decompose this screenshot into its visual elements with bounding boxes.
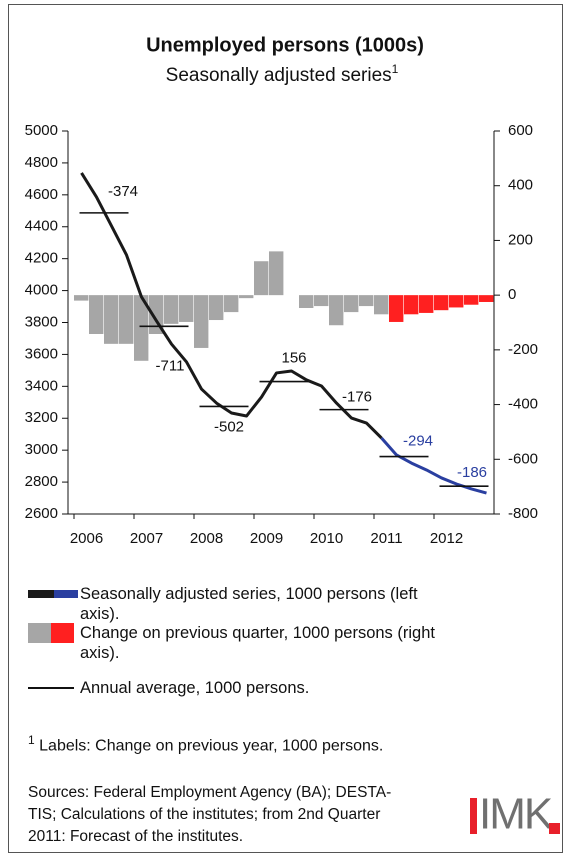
bar — [389, 295, 404, 322]
bar — [464, 295, 479, 305]
x-tick-label: 2009 — [250, 530, 283, 547]
sources-line: Sources: Federal Employment Agency (BA);… — [28, 784, 392, 801]
logo-square — [549, 823, 560, 834]
footnote-text: Labels: Change on previous year, 1000 pe… — [39, 737, 384, 755]
y2-tick-label: -400 — [508, 396, 538, 413]
y2-tick-label: -800 — [508, 505, 538, 522]
chart-title: Unemployed persons (1000s) — [146, 34, 424, 56]
change-label: -186 — [457, 464, 487, 481]
y-tick-label: 4600 — [25, 186, 58, 203]
legend-entry: Annual average, 1000 persons. — [80, 679, 310, 697]
legend-swatch — [54, 590, 78, 598]
y2-tick-label: -200 — [508, 341, 538, 358]
change-label: -711 — [156, 357, 185, 374]
change-label: -374 — [108, 183, 138, 200]
y2-tick-label: 200 — [508, 231, 533, 248]
x-tick-label: 2011 — [370, 530, 402, 547]
bar — [449, 295, 464, 308]
subtitle-text: Seasonally adjusted series — [166, 65, 392, 86]
legend-swatch — [28, 623, 51, 643]
sources: Sources: Federal Employment Agency (BA);… — [28, 782, 391, 848]
y-tick-label: 4200 — [25, 250, 58, 267]
bar — [194, 295, 209, 348]
bar — [74, 295, 89, 301]
bar — [299, 295, 314, 309]
legend-swatch — [28, 590, 54, 598]
y-tick-label: 5000 — [25, 122, 58, 139]
change-label: -176 — [342, 389, 372, 406]
bar — [134, 295, 149, 361]
legend-entry: Seasonally adjusted series, 1000 persons… — [80, 585, 418, 623]
subtitle-note-mark: 1 — [392, 62, 399, 76]
y2-tick-label: 600 — [508, 122, 533, 139]
chart-subtitle: Seasonally adjusted series1 — [166, 62, 399, 86]
bar — [179, 295, 194, 322]
footnote: 1 Labels: Change on previous year, 1000 … — [28, 729, 383, 757]
legend-entry: Change on previous quarter, 1000 persons… — [80, 624, 435, 662]
frame — [8, 4, 563, 853]
y-tick-label: 3600 — [25, 345, 58, 362]
bar — [119, 295, 134, 344]
y-tick-label: 4800 — [25, 154, 58, 171]
bar — [314, 295, 329, 307]
line — [80, 172, 383, 440]
bar — [359, 295, 374, 307]
bar — [224, 295, 239, 313]
y-tick-label: 4000 — [25, 282, 58, 299]
bar — [479, 295, 494, 302]
sources-line: 2011: Forecast of the institutes. — [28, 828, 244, 845]
bar — [89, 295, 104, 334]
y-tick-label: 4400 — [25, 218, 58, 235]
change-label: -502 — [214, 418, 244, 435]
bar — [404, 295, 419, 315]
plot: 2600280030003200340036003800400042004400… — [25, 122, 538, 547]
footnote-mark: 1 — [28, 733, 35, 747]
x-tick-label: 2012 — [430, 530, 463, 547]
logo-bar — [470, 798, 477, 834]
bar — [329, 295, 344, 326]
bar — [419, 295, 434, 313]
bar — [344, 295, 359, 313]
legend-swatch — [51, 623, 74, 643]
x-tick-label: 2010 — [310, 530, 343, 547]
y2-tick-label: 400 — [508, 177, 533, 194]
y-tick-label: 3800 — [25, 313, 58, 330]
change-label: 156 — [281, 350, 306, 367]
y-tick-label: 2600 — [25, 505, 58, 522]
x-tick-label: 2008 — [190, 530, 223, 547]
bar — [269, 251, 284, 296]
bar — [374, 295, 389, 315]
sources-line: TIS; Calculations of the institutes; fro… — [28, 806, 381, 823]
y-tick-label: 2800 — [25, 473, 58, 490]
y-tick-label: 3400 — [25, 377, 58, 394]
x-tick-label: 2007 — [130, 530, 163, 547]
bar — [164, 295, 179, 324]
bar — [239, 295, 254, 299]
bar — [254, 261, 269, 296]
y-tick-label: 3200 — [25, 409, 58, 426]
y2-tick-label: 0 — [508, 286, 516, 303]
y2-tick-label: -600 — [508, 450, 538, 467]
bar — [434, 295, 449, 311]
y-tick-label: 3000 — [25, 441, 58, 458]
x-tick-label: 2006 — [70, 530, 103, 547]
bar — [104, 295, 119, 344]
change-label: -294 — [403, 433, 433, 450]
bar — [209, 295, 224, 321]
logo-text: IMK — [479, 790, 553, 839]
